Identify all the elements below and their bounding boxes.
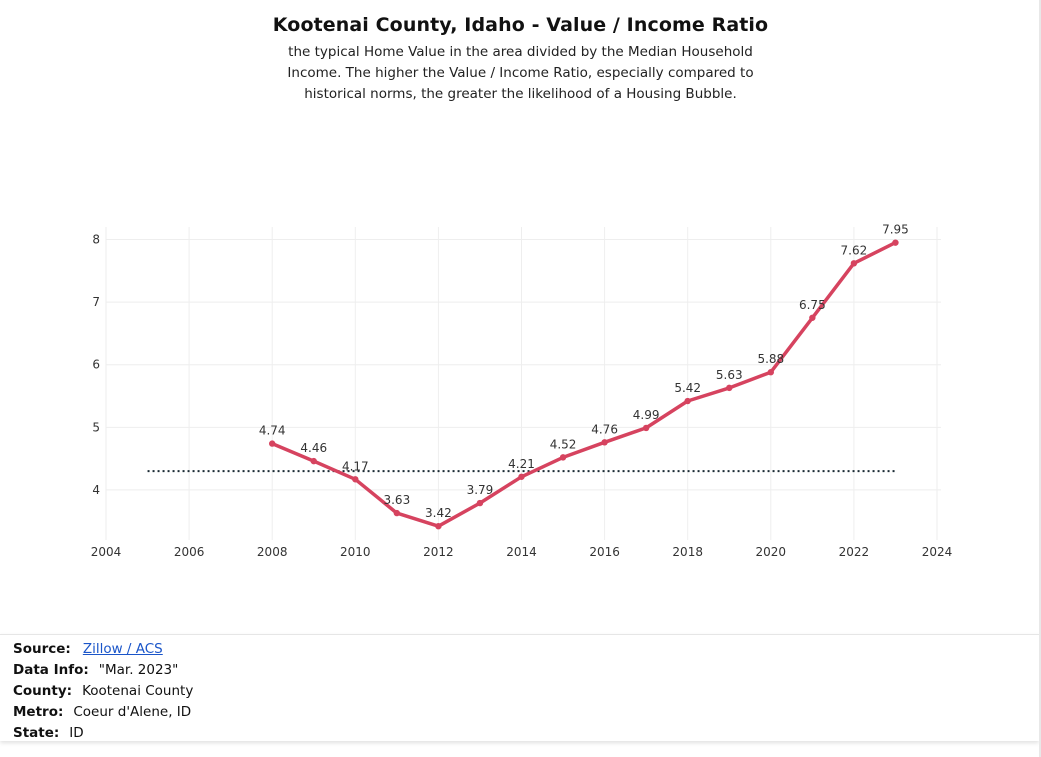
data-point [684, 397, 691, 405]
x-tick-label: 2012 [423, 545, 454, 559]
data-point [726, 384, 733, 392]
chart-subtitle: the typical Home Value in the area divid… [287, 44, 754, 102]
x-tick-label: 2024 [922, 545, 953, 559]
data-point [767, 369, 774, 376]
window-edge [1039, 0, 1041, 757]
data-label: 4.17 [342, 459, 369, 473]
x-tick-label: 2014 [506, 545, 537, 559]
y-tick-label: 6 [92, 358, 100, 372]
data-label: 4.46 [300, 441, 327, 455]
source-row: Source: Zillow / ACS [13, 641, 163, 657]
data-point [352, 476, 359, 483]
data-label: 5.88 [757, 352, 784, 366]
x-tick-label: 2018 [672, 545, 703, 559]
data-point [518, 473, 525, 480]
data-label: 3.79 [467, 483, 494, 497]
source-label: Source: [13, 641, 71, 657]
data-info-row: Data Info: "Mar. 2023" [13, 662, 178, 678]
metro-value: Coeur d'Alene, ID [73, 704, 192, 720]
data-point [642, 424, 650, 432]
data-label: 4.76 [591, 422, 618, 436]
metro-row: Metro: Coeur d'Alene, ID [13, 704, 191, 720]
data-point [476, 499, 484, 507]
axis-labels: 2004 2006 2008 2010 2012 2014 2016 2018 2020 2022… [91, 233, 953, 559]
series-line [270, 240, 898, 528]
chart-header: Kootenai County, Idaho - Value / Income … [0, 14, 1041, 105]
data-label: 4.99 [633, 408, 660, 422]
data-label: 5.42 [674, 381, 701, 395]
x-tick-label: 2004 [91, 545, 122, 559]
data-label: 7.95 [882, 223, 909, 237]
data-point [559, 454, 567, 461]
data-info-value: "Mar. 2023" [98, 662, 179, 678]
data-point [809, 314, 816, 321]
y-tick-label: 7 [92, 295, 100, 309]
data-label: 5.63 [716, 368, 743, 382]
data-point [393, 509, 401, 517]
state-row: State: ID [13, 725, 84, 741]
chart-title: Kootenai County, Idaho - Value / Income … [272, 14, 769, 36]
data-label: 4.52 [550, 437, 577, 451]
data-label: 4.21 [508, 457, 535, 471]
data-labels: 4.74 4.46 4.17 3.63 3.42 3.79 4.21 4.52 4.76 4.99… [259, 223, 909, 521]
data-point [850, 260, 858, 267]
data-point [269, 440, 276, 447]
x-tick-label: 2010 [340, 545, 371, 559]
x-tick-label: 2020 [756, 545, 787, 559]
y-tick-label: 4 [92, 483, 100, 497]
y-tick-label: 5 [92, 420, 100, 434]
data-label: 6.75 [799, 298, 826, 312]
data-point [601, 439, 608, 446]
data-label: 7.62 [841, 243, 868, 257]
x-tick-label: 2022 [839, 545, 870, 559]
data-info-label: Data Info: [13, 662, 89, 678]
data-point [435, 523, 442, 530]
data-point [892, 239, 899, 246]
state-value: ID [69, 725, 84, 741]
data-label: 4.74 [259, 424, 286, 438]
x-tick-label: 2006 [174, 545, 205, 559]
data-label: 3.63 [383, 493, 410, 507]
county-label: County: [13, 683, 73, 699]
grid-layer [105, 227, 941, 540]
info-footer: Source: Zillow / ACS Data Info: "Mar. 2023… [0, 634, 1039, 741]
series-layer [269, 239, 899, 530]
data-label: 3.42 [425, 506, 452, 520]
line-chart: 2004 2006 2008 2010 2012 2014 2016 2018 2020 2022… [91, 223, 953, 559]
state-label: State: [13, 725, 60, 741]
x-tick-label: 2016 [589, 545, 620, 559]
source-link[interactable]: Zillow / ACS [82, 641, 163, 657]
x-tick-label: 2008 [257, 545, 288, 559]
county-row: County: Kootenai County [13, 683, 193, 699]
data-point [310, 457, 317, 465]
y-tick-label: 8 [92, 233, 100, 247]
county-value: Kootenai County [82, 683, 194, 699]
metro-label: Metro: [13, 704, 64, 720]
